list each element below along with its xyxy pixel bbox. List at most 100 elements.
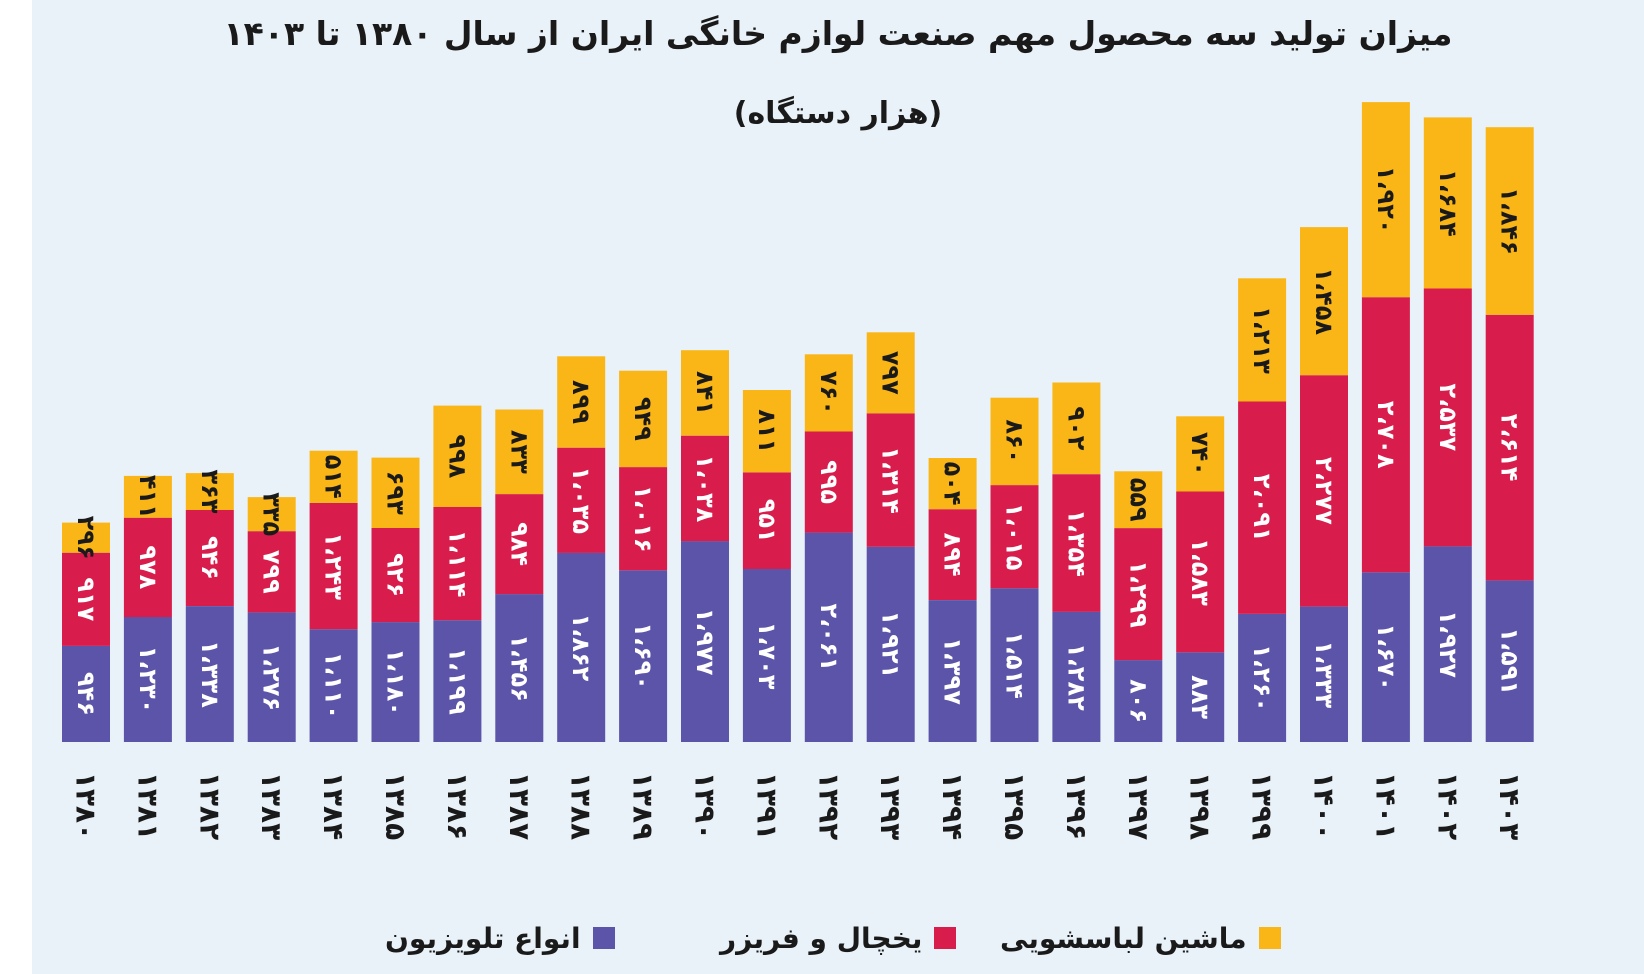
data-label-washer: ۳۶۳: [196, 470, 224, 514]
data-label-fridge: ۱،۲۹۹: [1124, 560, 1152, 628]
bar-segment-tv: [1485, 580, 1534, 742]
x-tick-label: ۱۳۹۶: [1060, 772, 1093, 840]
data-label-washer: ۷۴۰: [1186, 432, 1214, 476]
bar-segment-washer: [371, 457, 420, 528]
bar-segment-tv: [990, 588, 1039, 742]
data-label-tv: ۱،۲۳۰: [134, 646, 162, 714]
bar-segment-tv: [123, 617, 172, 742]
bar-segment-fridge: [433, 507, 482, 621]
data-label-fridge: ۹۴۶: [196, 536, 224, 580]
data-label-washer: ۹۴۹: [629, 397, 657, 441]
bar-segment-washer: [1361, 102, 1410, 298]
x-tick-label: ۱۳۸۷: [503, 772, 536, 840]
bar-segment-tv: [681, 541, 729, 742]
data-label-fridge: ۲،۰۹۱: [1248, 474, 1276, 542]
data-label-tv: ۱،۵۱۴: [1001, 631, 1029, 699]
data-label-tv: ۸۰۶: [1124, 679, 1152, 723]
data-label-fridge: ۹۷۸: [134, 545, 162, 589]
legend-swatch-washing-machine: [1258, 927, 1281, 949]
data-label-fridge: ۱،۰۱۶: [629, 485, 657, 553]
x-tick-label: ۱۳۹۹: [1246, 772, 1279, 840]
data-label-tv: ۱،۵۹۱: [1496, 627, 1524, 695]
data-label-tv: ۱،۳۳۳: [1310, 640, 1338, 708]
data-label-washer: ۸۶۰: [1001, 419, 1029, 463]
data-label-fridge: ۸۹۴: [939, 533, 967, 577]
bar-segment-washer: [1238, 278, 1287, 402]
data-label-tv: ۱،۸۶۲: [567, 614, 595, 682]
data-label-washer: ۵۱۴: [320, 455, 348, 499]
data-label-washer: ۳۳۵: [258, 492, 286, 536]
bar-segment-fridge: [1300, 375, 1348, 607]
data-label-tv: ۱،۳۹۷: [939, 637, 967, 705]
bar-segment-washer: [990, 397, 1039, 486]
legend-label-television: انواع تلویزیون: [385, 921, 581, 955]
legend-label-washing-machine: ماشین لباسشویی: [1000, 921, 1247, 955]
data-label-washer: ۷۹۷: [877, 351, 905, 395]
bar-segment-washer: [62, 522, 110, 553]
data-label-tv: ۸۸۳: [1186, 675, 1214, 719]
bar-segment-tv: [742, 569, 791, 742]
data-label-fridge: ۲،۷۰۸: [1372, 401, 1400, 469]
bar-segment-tv: [1300, 606, 1348, 742]
bar-segment-fridge: [1423, 288, 1472, 547]
x-tick-label: ۱۴۰۱: [1369, 772, 1402, 840]
x-tick-label: ۱۳۸۵: [379, 772, 412, 840]
bar-segment-washer: [1300, 227, 1348, 376]
bar-segment-tv: [62, 645, 110, 742]
data-label-fridge: ۱،۵۸۳: [1186, 538, 1214, 606]
data-label-fridge: ۱،۰۳۵: [567, 466, 595, 534]
bar-segment-fridge: [1052, 474, 1101, 612]
data-label-washer: ۱،۶۸۴: [1434, 169, 1462, 237]
data-label-washer: ۱،۴۵۸: [1310, 267, 1338, 335]
x-tick-label: ۱۳۹۰: [689, 772, 722, 840]
bar-segment-washer: [619, 370, 668, 468]
chart-title: میزان تولید سه محصول مهم صنعت لوازم خانگ…: [223, 14, 1453, 53]
bar-segment-fridge: [309, 502, 358, 630]
legend-label-refrigerator: یخچال و فریزر: [720, 921, 923, 955]
bar-segment-fridge: [928, 509, 977, 600]
x-tick-label: ۱۳۸۲: [193, 772, 226, 840]
data-label-fridge: ۱،۳۵۴: [1062, 509, 1090, 577]
bar-segment-washer: [804, 354, 853, 432]
bar-segment-washer: [928, 458, 977, 510]
bar-segment-fridge: [1361, 297, 1410, 573]
bar-segment-fridge: [742, 472, 791, 569]
data-label-fridge: ۲،۵۳۷: [1434, 383, 1462, 451]
data-label-fridge: ۹۱۷: [72, 577, 100, 621]
legend-item-washing-machine: ماشین لباسشویی: [1000, 918, 1281, 958]
bar-segment-tv: [1114, 660, 1163, 742]
x-tick-label: ۱۳۸۸: [565, 772, 598, 840]
bar-segment-tv: [1423, 546, 1472, 742]
bar-segment-fridge: [557, 447, 606, 553]
x-tick-label: ۱۳۹۱: [750, 772, 783, 840]
bar-segment-tv: [866, 546, 915, 742]
data-label-washer: ۹۹۸: [443, 434, 471, 478]
data-label-tv: ۹۴۶: [72, 672, 100, 716]
bar-segment-tv: [247, 612, 296, 742]
bar-segment-washer: [557, 356, 606, 448]
chart-subtitle: (هزار دستگاه): [733, 96, 943, 131]
bar-segment-fridge: [681, 435, 729, 542]
x-tick-label: ۱۳۹۲: [812, 772, 845, 840]
data-label-fridge: ۹۵۱: [753, 499, 781, 543]
bar-segment-washer: [1176, 416, 1225, 492]
data-label-washer: ۷۶۰: [815, 371, 843, 415]
bar-segment-fridge: [1114, 528, 1163, 661]
bar-segment-washer: [681, 350, 729, 436]
bar-segment-tv: [1052, 611, 1101, 742]
x-tick-label: ۱۳۸۳: [255, 772, 288, 840]
data-label-tv: ۱،۴۵۶: [505, 634, 533, 702]
bar-segment-washer: [495, 409, 544, 495]
data-label-washer: ۸۳۳: [505, 430, 533, 474]
data-label-washer: ۹۰۲: [1062, 406, 1090, 450]
bar-segment-fridge: [1485, 314, 1534, 581]
bar-segment-washer: [1423, 117, 1472, 289]
x-tick-label: ۱۴۰۳: [1493, 772, 1526, 840]
bar-segment-tv: [619, 570, 668, 742]
bar-segment-washer: [433, 405, 482, 507]
data-label-tv: ۱،۷۰۳: [753, 622, 781, 690]
bar-segment-tv: [928, 600, 977, 742]
bar-segment-fridge: [804, 431, 853, 533]
data-label-tv: ۱،۲۸۲: [1062, 643, 1090, 711]
